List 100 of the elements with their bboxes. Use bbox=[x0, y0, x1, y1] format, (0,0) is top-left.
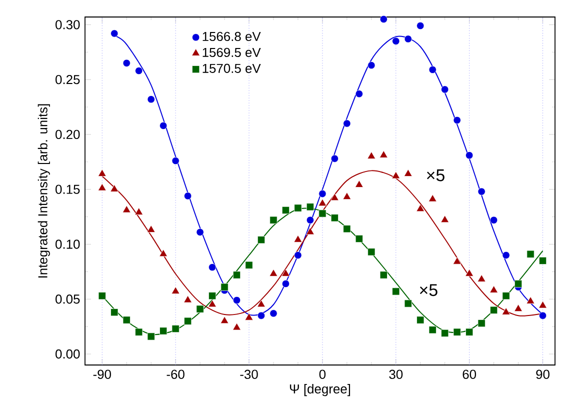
point bbox=[490, 216, 498, 224]
point bbox=[465, 269, 474, 276]
point bbox=[208, 300, 216, 308]
point bbox=[135, 328, 143, 336]
point bbox=[232, 271, 241, 279]
point bbox=[368, 62, 376, 70]
y-tick-label: 0.25 bbox=[56, 74, 80, 84]
point bbox=[282, 269, 290, 276]
point bbox=[318, 190, 326, 198]
point bbox=[208, 263, 216, 272]
point bbox=[196, 305, 204, 313]
point bbox=[490, 306, 498, 314]
point bbox=[220, 316, 229, 324]
point bbox=[318, 198, 327, 206]
y-tick-label: 0.10 bbox=[56, 240, 80, 249]
point bbox=[282, 280, 290, 288]
point bbox=[232, 296, 241, 304]
point bbox=[416, 316, 424, 324]
legend-label: 1566.8 eV bbox=[202, 32, 261, 42]
point bbox=[452, 257, 462, 264]
point bbox=[257, 312, 266, 320]
point bbox=[330, 193, 339, 201]
point bbox=[428, 66, 436, 74]
point bbox=[502, 292, 510, 300]
point bbox=[306, 227, 314, 235]
point bbox=[526, 296, 535, 304]
y-tick-label: 0.00 bbox=[56, 349, 80, 359]
point bbox=[502, 251, 510, 260]
point bbox=[220, 283, 228, 291]
point bbox=[172, 157, 180, 165]
point bbox=[379, 150, 388, 158]
point bbox=[110, 308, 118, 316]
point bbox=[368, 248, 376, 256]
point bbox=[404, 169, 412, 176]
x-tick-label: -60 bbox=[166, 370, 184, 379]
point bbox=[172, 324, 180, 333]
point bbox=[514, 304, 522, 312]
point bbox=[478, 319, 486, 328]
point bbox=[355, 90, 363, 98]
point bbox=[282, 206, 290, 214]
point bbox=[392, 171, 400, 179]
point bbox=[110, 184, 119, 192]
point bbox=[245, 261, 253, 269]
point bbox=[98, 292, 106, 300]
point bbox=[184, 295, 192, 303]
point bbox=[367, 152, 376, 159]
point bbox=[392, 288, 400, 296]
legend-label: 1569.5 eV bbox=[202, 48, 261, 58]
point bbox=[416, 204, 425, 212]
point bbox=[428, 194, 437, 202]
point bbox=[355, 234, 363, 243]
point bbox=[380, 271, 388, 279]
point bbox=[538, 312, 547, 320]
point bbox=[147, 332, 155, 340]
point bbox=[354, 180, 364, 188]
point bbox=[184, 192, 192, 200]
point bbox=[110, 30, 118, 38]
point bbox=[330, 154, 338, 162]
point bbox=[416, 22, 424, 30]
point bbox=[342, 192, 352, 200]
point bbox=[428, 326, 436, 334]
point bbox=[269, 269, 278, 276]
point bbox=[440, 215, 450, 223]
y-axis-title: Integrated Intensity [arb. units] bbox=[38, 104, 50, 278]
annotation: ×5 bbox=[426, 169, 444, 182]
point bbox=[122, 205, 131, 213]
point bbox=[208, 292, 216, 300]
point bbox=[270, 216, 278, 224]
point bbox=[318, 210, 326, 218]
x-axis-title: Ψ [degree] bbox=[290, 384, 350, 396]
x-tick-label: 90 bbox=[536, 370, 550, 379]
point bbox=[135, 66, 143, 75]
point bbox=[257, 300, 266, 308]
point bbox=[453, 328, 461, 336]
point bbox=[122, 316, 130, 324]
point bbox=[502, 308, 510, 315]
point bbox=[514, 280, 522, 288]
point bbox=[343, 225, 351, 233]
point bbox=[196, 228, 204, 236]
point bbox=[134, 208, 144, 215]
point bbox=[270, 310, 278, 318]
point bbox=[184, 317, 192, 325]
point bbox=[122, 59, 130, 67]
point bbox=[232, 322, 241, 330]
point bbox=[330, 214, 338, 222]
point bbox=[160, 327, 168, 335]
point bbox=[98, 183, 106, 191]
point bbox=[404, 35, 412, 43]
y-tick-label: 0.20 bbox=[56, 130, 80, 140]
point bbox=[538, 256, 547, 265]
point bbox=[380, 15, 388, 23]
point bbox=[538, 300, 547, 308]
point bbox=[478, 188, 486, 196]
point bbox=[146, 225, 156, 232]
annotation: ×5 bbox=[420, 284, 438, 296]
x-tick-label: 60 bbox=[462, 370, 476, 379]
point bbox=[159, 249, 168, 257]
point bbox=[343, 120, 351, 128]
point bbox=[244, 312, 254, 320]
x-tick-label: 30 bbox=[389, 370, 403, 379]
